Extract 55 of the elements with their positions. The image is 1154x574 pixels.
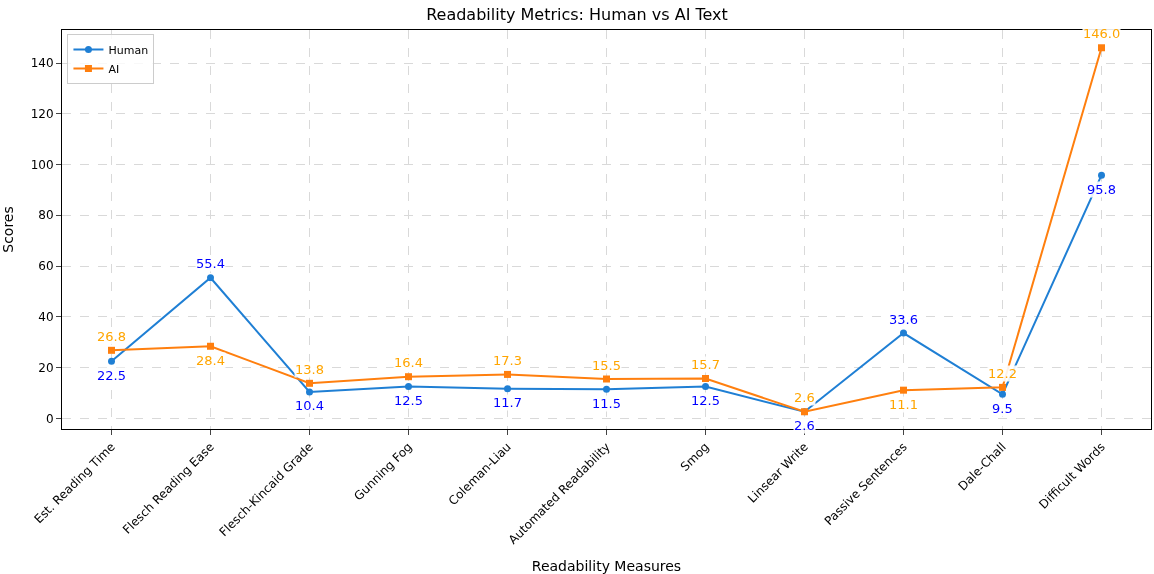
data-label: 13.8 bbox=[295, 362, 324, 377]
data-label: 10.4 bbox=[295, 398, 324, 413]
y-tick-label: 80 bbox=[38, 208, 54, 223]
y-axis-title: Scores bbox=[0, 206, 16, 253]
data-label: 17.3 bbox=[493, 353, 522, 368]
data-label: 12.5 bbox=[691, 393, 720, 408]
point bbox=[207, 342, 214, 350]
legend-label: AI bbox=[108, 62, 120, 76]
point bbox=[504, 370, 511, 378]
y-tick-label: 100 bbox=[30, 157, 54, 172]
data-label: 28.4 bbox=[196, 353, 225, 368]
point bbox=[1098, 44, 1105, 52]
y-tick-label: 140 bbox=[30, 56, 54, 71]
y-tick-label: 0 bbox=[45, 411, 54, 426]
point bbox=[504, 385, 511, 393]
data-label: 22.5 bbox=[97, 368, 126, 383]
data-label: 11.1 bbox=[889, 397, 918, 412]
y-tick-label: 20 bbox=[38, 360, 54, 375]
data-label: 95.8 bbox=[1087, 182, 1116, 197]
point bbox=[306, 379, 313, 387]
point bbox=[306, 388, 313, 396]
y-tick-label: 120 bbox=[30, 106, 54, 121]
point bbox=[1098, 171, 1105, 179]
chart-title: Readability Metrics: Human vs AI Text bbox=[426, 4, 728, 24]
point bbox=[108, 346, 115, 354]
data-label: 16.4 bbox=[394, 355, 423, 370]
data-label: 2.6 bbox=[794, 418, 815, 433]
point bbox=[108, 357, 115, 365]
point bbox=[603, 375, 610, 383]
point bbox=[207, 274, 214, 282]
data-label: 146.0 bbox=[1083, 26, 1121, 41]
data-label: 26.8 bbox=[97, 329, 126, 344]
point bbox=[603, 385, 610, 393]
data-label: 11.5 bbox=[592, 396, 621, 411]
point bbox=[999, 390, 1006, 398]
point bbox=[999, 383, 1006, 391]
point bbox=[405, 383, 412, 391]
data-label: 15.5 bbox=[592, 358, 621, 373]
data-label: 55.4 bbox=[196, 256, 225, 271]
legend-label: Human bbox=[108, 43, 149, 57]
data-label: 33.6 bbox=[889, 312, 918, 327]
data-label: 15.7 bbox=[691, 357, 720, 372]
data-label: 12.5 bbox=[394, 393, 423, 408]
point bbox=[900, 329, 907, 337]
point bbox=[702, 383, 709, 391]
data-label: 2.6 bbox=[794, 390, 815, 405]
point bbox=[900, 386, 907, 394]
x-axis-title: Readability Measures bbox=[531, 558, 682, 574]
y-tick-label: 60 bbox=[38, 259, 54, 274]
data-label: 9.5 bbox=[992, 401, 1013, 416]
data-label: 12.2 bbox=[988, 366, 1017, 381]
point bbox=[702, 374, 709, 382]
y-tick-label: 40 bbox=[38, 310, 54, 325]
data-label: 11.7 bbox=[493, 395, 522, 410]
point bbox=[405, 373, 412, 381]
